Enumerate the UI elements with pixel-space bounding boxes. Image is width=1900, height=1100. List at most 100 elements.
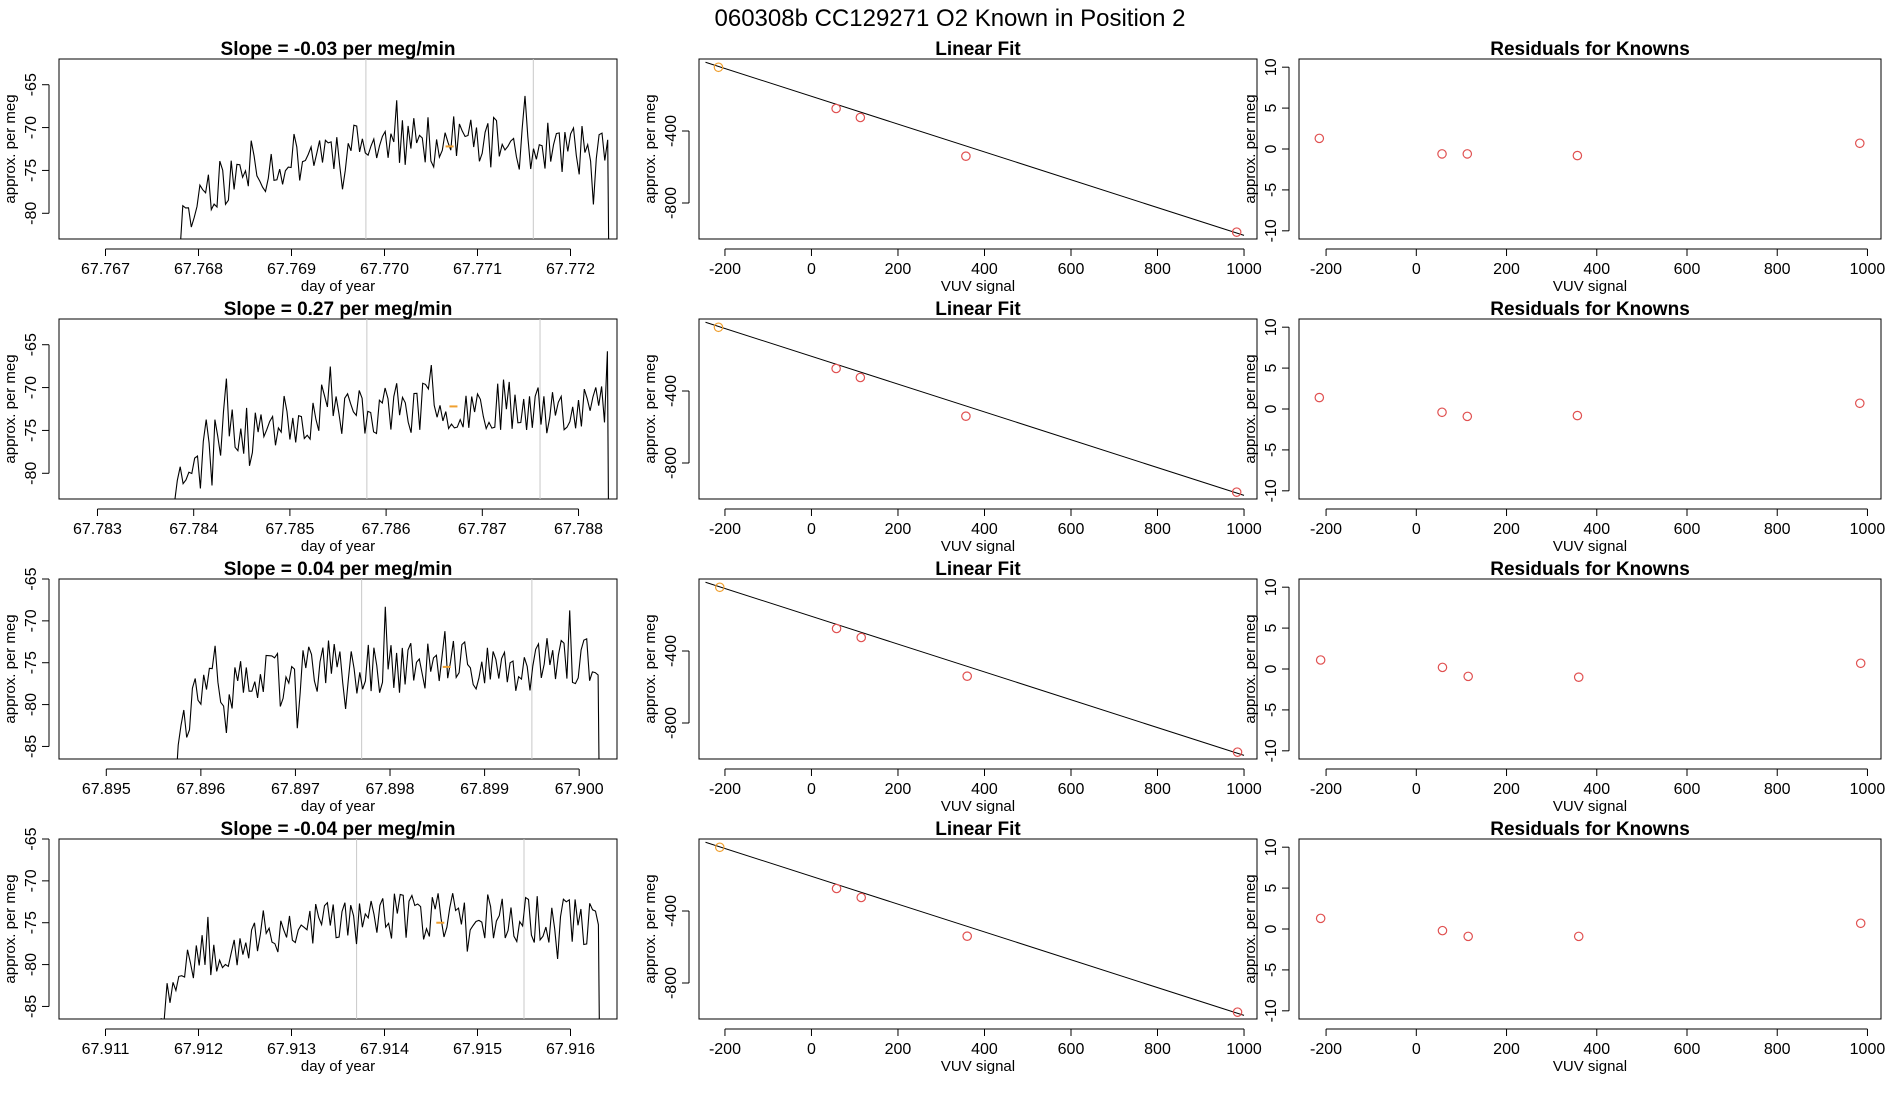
x-tick-label: 0: [807, 1041, 816, 1058]
x-axis: -200 0 200 400 600 800 1000 VUV signal: [709, 768, 1262, 815]
x-tick-label: 67.913: [267, 1041, 316, 1058]
data-point: [1572, 410, 1583, 421]
y-tick-label: -5: [1263, 963, 1280, 977]
data-point: [714, 842, 725, 853]
plot-area: [705, 841, 1245, 1017]
plot-area: [705, 61, 1245, 237]
data-point: [962, 931, 972, 941]
x-tick-label: 200: [885, 521, 912, 538]
y-axis: -10 -5 0 5 10 approx. per meg: [1242, 58, 1290, 242]
y-tick-label: -70: [23, 869, 40, 892]
y-axis: -10 -5 0 5 10 approx. per meg: [1242, 838, 1290, 1022]
chart-panel-6: Residuals for Knowns-200 0 200 400 600 800 100…: [1242, 299, 1885, 555]
y-tick-label: -85: [23, 995, 40, 1018]
y-tick-label: -400: [663, 375, 680, 407]
data-point: [1314, 133, 1325, 144]
x-tick-label: 600: [1058, 521, 1085, 538]
y-tick-label: 5: [1263, 364, 1280, 373]
x-tick-label: 800: [1144, 1041, 1171, 1058]
y-tick-label: -10: [1263, 739, 1280, 762]
x-tick-label: 200: [1493, 781, 1520, 798]
y-axis-label: approx. per meg: [1242, 874, 1259, 983]
y-tick-label: 0: [1263, 924, 1280, 933]
y-axis-label: approx. per meg: [1242, 354, 1259, 463]
series-line: [160, 893, 600, 1019]
data-point: [855, 112, 866, 123]
y-tick-label: 5: [1263, 104, 1280, 113]
data-point: [714, 582, 725, 593]
y-tick-label: -800: [663, 447, 680, 479]
plot-frame: [58, 318, 618, 500]
y-axis-label: approx. per meg: [2, 354, 19, 463]
x-tick-label: 600: [1674, 781, 1701, 798]
x-tick-label: -200: [709, 1041, 741, 1058]
x-axis: 67.783 67.784 67.785 67.786 67.787 67.788 day …: [73, 508, 603, 555]
x-axis-label: day of year: [301, 278, 375, 295]
y-tick-label: -400: [663, 895, 680, 927]
panel-title: Linear Fit: [935, 299, 1021, 320]
data-point: [1437, 925, 1448, 936]
x-tick-label: 67.768: [174, 261, 223, 278]
data-point: [831, 883, 842, 894]
data-point: [962, 671, 972, 681]
data-point: [1437, 149, 1447, 159]
y-axis-label: approx. per meg: [2, 614, 19, 723]
plot-frame: [58, 578, 618, 760]
plot-frame: [698, 578, 1258, 760]
x-tick-label: 67.897: [271, 781, 320, 798]
y-axis-label: approx. per meg: [1242, 614, 1259, 723]
y-tick-label: -80: [23, 693, 40, 716]
x-tick-label: 400: [1583, 521, 1610, 538]
data-point: [831, 623, 842, 634]
x-tick-label: 400: [971, 261, 998, 278]
x-tick-label: 200: [885, 261, 912, 278]
x-tick-label: 200: [1493, 521, 1520, 538]
y-tick-label: 0: [1263, 144, 1280, 153]
x-axis: -200 0 200 400 600 800 1000 VUV signal: [1310, 248, 1885, 295]
x-tick-label: 200: [1493, 261, 1520, 278]
data-point: [1573, 672, 1584, 682]
y-tick-label: -70: [23, 376, 40, 399]
y-tick-label: -5: [1263, 703, 1280, 717]
y-axis-label: approx. per meg: [642, 874, 659, 983]
y-tick-label: -10: [1263, 219, 1280, 242]
fit-line: [705, 321, 1245, 496]
y-tick-label: 0: [1263, 404, 1280, 413]
data-point: [961, 411, 971, 421]
x-tick-label: 600: [1058, 1041, 1085, 1058]
data-point: [856, 632, 867, 643]
x-tick-label: 400: [1583, 261, 1610, 278]
chart-panel-3: Residuals for Knowns-200 0 200 400 600 800 100…: [1242, 39, 1885, 295]
data-point: [1462, 149, 1473, 159]
x-tick-label: 1000: [1850, 781, 1886, 798]
y-axis: -10 -5 0 5 10 approx. per meg: [1242, 578, 1290, 762]
data-point: [1315, 655, 1326, 665]
y-tick-label: -65: [23, 73, 40, 96]
y-axis-label: approx. per meg: [642, 94, 659, 203]
x-tick-label: 1000: [1226, 521, 1262, 538]
x-axis-label: VUV signal: [941, 278, 1015, 295]
x-axis: -200 0 200 400 600 800 1000 VUV signal: [1310, 768, 1886, 815]
chart-panel-12: Residuals for Knowns-200 0 200 400 600 800 100…: [1242, 819, 1885, 1075]
x-tick-label: 600: [1058, 781, 1085, 798]
x-tick-label: -200: [1310, 261, 1342, 278]
y-tick-label: -75: [23, 159, 40, 182]
chart-panel-11: Linear Fit -200 0 200 400 600 800 1000 VUV signa…: [642, 819, 1262, 1075]
x-tick-label: 400: [1583, 1041, 1610, 1058]
panel-title: Residuals for Knowns: [1490, 299, 1690, 320]
plot-area: [1314, 133, 1865, 161]
y-tick-label: -70: [23, 609, 40, 632]
x-tick-label: 800: [1764, 521, 1791, 538]
plot-frame: [1298, 58, 1882, 240]
x-tick-label: 800: [1764, 261, 1791, 278]
x-tick-label: 0: [1412, 1041, 1421, 1058]
data-point: [1854, 138, 1865, 149]
x-tick-label: 0: [1412, 261, 1421, 278]
x-tick-label: 67.783: [73, 521, 122, 538]
x-axis: -200 0 200 400 600 800 1000 VUV signal: [709, 508, 1262, 555]
